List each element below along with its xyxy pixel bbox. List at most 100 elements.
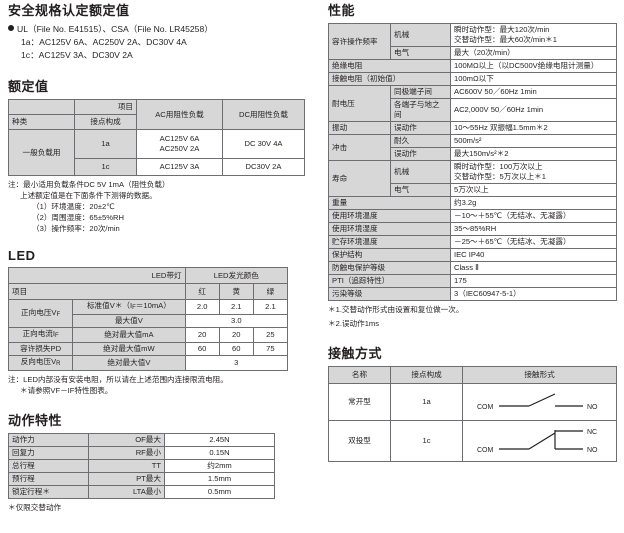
rating-header-item: 项目 [74, 99, 137, 115]
action-label-4: 锁定行程＊ [8, 485, 89, 499]
perf-value-freq-mech: 瞬时动作型：最大120次/min 交替动作型：最大60次/min＊1 [450, 23, 617, 47]
perf-value-life-mech-line2: 交替动作型：5万次以上＊1 [454, 172, 546, 181]
perf-value-life-mech-line1: 瞬时动作型：100万次以上 [454, 162, 543, 171]
action-value-3: 1.5mm [164, 472, 275, 486]
rating-header-ac: AC用阻性负载 [136, 99, 223, 130]
performance-notes: ＊1.交替动作形式由设置和复位做一次。 ＊2.误动作1ms [320, 304, 624, 329]
table-row: 双投型 1c COM NC NO [328, 420, 617, 462]
contact-header-构成: 接点构成 [390, 366, 463, 384]
contact-name-1a: 常开型 [328, 383, 391, 421]
table-row: 锁定行程＊ LTA最小 0.5mm [8, 485, 275, 499]
rating-header-dc: DC用阻性负载 [222, 99, 305, 130]
perf-value-freq-mech-line2: 交替动作型：最大60次/min＊1 [454, 35, 557, 44]
action-value-1: 0.15N [164, 446, 275, 460]
table-row: 总行程 TT 约2mm [8, 459, 275, 473]
perf-value-vibration: 10～55Hz 双振幅1.5mm＊2 [450, 121, 617, 135]
rating-dc-1a: DC 30V 4A [222, 129, 305, 159]
table-row: 误动作 最大150m/s²＊2 [329, 147, 617, 161]
rating-ac-1a: AC125V 6A AC250V 2A [136, 129, 223, 159]
section-title-contact-form: 接触方式 [328, 346, 383, 361]
safety-list: UL（File No. E41515）、CSA（File No. LR45258… [0, 23, 312, 62]
diagram-label-no-1a: NO [587, 404, 598, 411]
perf-sub-life-elec: 电气 [390, 183, 451, 197]
perf-label-shock: 冲击 [328, 134, 391, 161]
safety-line-1c: 1c：AC125V 3A、DC30V 2A [21, 50, 133, 60]
perf-value-shock-malfunction: 最大150m/s²＊2 [450, 147, 617, 161]
section-title-action: 动作特性 [8, 413, 63, 428]
perf-label-life: 寿命 [328, 160, 391, 197]
led-header-lamp: LED带灯 [8, 267, 186, 284]
perf-sub-life-mech: 机械 [390, 160, 451, 184]
table-row: 振动 误动作 10～55Hz 双振幅1.5mm＊2 [328, 121, 617, 135]
action-note: ＊仅限交替动作 [0, 502, 312, 513]
table-row: 动作力 OF最大 2.45N [8, 433, 275, 447]
rating-table: 项目 AC用阻性负载 DC用阻性负载 种类 接点构成 一般负载用 1a AC12… [8, 99, 305, 176]
table-row: 种类 接点构成 [8, 114, 305, 130]
rating-note-3: （2）周围湿度：65±5%RH [32, 213, 124, 222]
table-row: 防触电保护等级 Class Ⅱ [328, 261, 617, 275]
led-val-1-merged: 3.0 [184, 314, 289, 328]
table-row: 绝缘电阻 100MΩ以上（以DC500V绝缘电阻计测量） [328, 59, 617, 73]
rating-dc-1c: DC30V 2A [222, 158, 305, 176]
perf-value-life-elec: 5万次以上 [450, 183, 617, 197]
contact-diagram-cell-1c: COM NC NO [462, 420, 617, 462]
rating-ac-1c: AC125V 3A [136, 158, 223, 176]
table-row: 贮存环境温度 －25～＋65℃（无结冰、无凝露） [328, 235, 617, 249]
table-row: 1c AC125V 3A DC30V 2A [9, 158, 305, 176]
perf-label-protection: 保护结构 [328, 248, 451, 262]
contact-name-1c: 双投型 [328, 420, 391, 462]
perf-sub-vibration: 误动作 [390, 121, 451, 135]
spdt-diagram-icon: COM NC NO [477, 429, 598, 454]
table-row: 接触电阻（初始值） 100mΩ以下 [328, 72, 617, 86]
rating-contact-1c: 1c [74, 158, 137, 176]
table-row: 污染等级 3（IEC60947-5-1） [328, 287, 617, 301]
led-val-2-yellow: 20 [218, 327, 254, 343]
action-code-2: TT [88, 459, 165, 473]
diagram-label-no-1c: NO [587, 447, 598, 454]
led-notes: 注：LED内部没有安装电阻，所以请在上述范围内连接限流电阻。 ＊请参照VF－IF… [0, 374, 312, 396]
perf-value-storage-temp: －25～＋65℃（无结冰、无凝露） [450, 235, 617, 249]
perf-value-pollution: 3（IEC60947-5-1） [450, 287, 617, 301]
table-row: 耐电压 同极端子间 AC600V 50／60Hz 1min [328, 85, 617, 122]
perf-value-insulation: 100MΩ以上（以DC500V绝缘电阻计测量） [450, 59, 617, 73]
led-cond-1: 最大值V [72, 314, 186, 328]
table-row: 冲击 耐久 500m/s² [328, 134, 617, 161]
led-val-0-red: 2.0 [184, 299, 220, 315]
bullet-dot-icon [8, 25, 14, 31]
contact-header-form: 接触形式 [462, 366, 617, 384]
perf-label-shock-class: 防触电保护等级 [328, 261, 451, 275]
led-val-4-merged: 3 [184, 355, 289, 371]
led-cond-3: 绝对最大值mW [72, 342, 186, 356]
rating-kind-value: 一般负载用 [8, 129, 75, 176]
spst-no-diagram-icon: COM NO [477, 393, 598, 411]
table-row: 一般负载用 1a AC125V 6A AC250V 2A DC 30V 4A [8, 129, 305, 176]
table-row: 项目 AC用阻性负载 DC用阻性负载 [8, 99, 305, 130]
table-row: LED带灯 LED发光颜色 [8, 267, 289, 284]
action-code-3: PT最大 [88, 472, 165, 486]
table-row: 各端子与地之间 AC2,000V 50／60Hz 1min [329, 98, 617, 122]
contact-header-name: 名称 [328, 366, 391, 384]
led-cond-2: 绝对最大值mA [72, 327, 186, 343]
led-cond-0-sub: F [132, 305, 136, 311]
led-val-2-red: 20 [184, 327, 220, 343]
led-param-vf-text: 正向电压V [21, 307, 57, 317]
action-value-4: 0.5mm [164, 485, 275, 499]
led-cond-0: 标准值V＊（IF＝10mA） [72, 299, 186, 315]
rating-header-blank [8, 99, 75, 115]
perf-sub-freq-elec: 电气 [390, 46, 451, 60]
perf-label-vibration: 振动 [328, 121, 391, 135]
contact-构成-1c: 1c [390, 420, 463, 462]
table-row: 重量 约3.2g [328, 196, 617, 210]
contact-构成-1a: 1a [390, 383, 463, 421]
led-val-0-yellow: 2.1 [218, 299, 254, 315]
perf-sub-withstand-ground: 各端子与地之间 [390, 98, 451, 122]
perf-value-withstand-ground: AC2,000V 50／60Hz 1min [450, 98, 617, 122]
led-param-vr-text: 反向电压V [20, 357, 57, 366]
action-label-1: 回复力 [8, 446, 89, 460]
led-param-vr-sub: R [56, 361, 61, 367]
table-row: 正向电流IF 绝对最大值mA 20 20 25 [7, 327, 289, 343]
perf-value-op-temp: －10～＋55℃（无结冰、无凝露） [450, 209, 617, 223]
table-row: 寿命 机械 瞬时动作型：100万次以上 交替动作型：5万次以上＊1 [328, 160, 617, 197]
led-val-0-green: 2.1 [252, 299, 289, 315]
